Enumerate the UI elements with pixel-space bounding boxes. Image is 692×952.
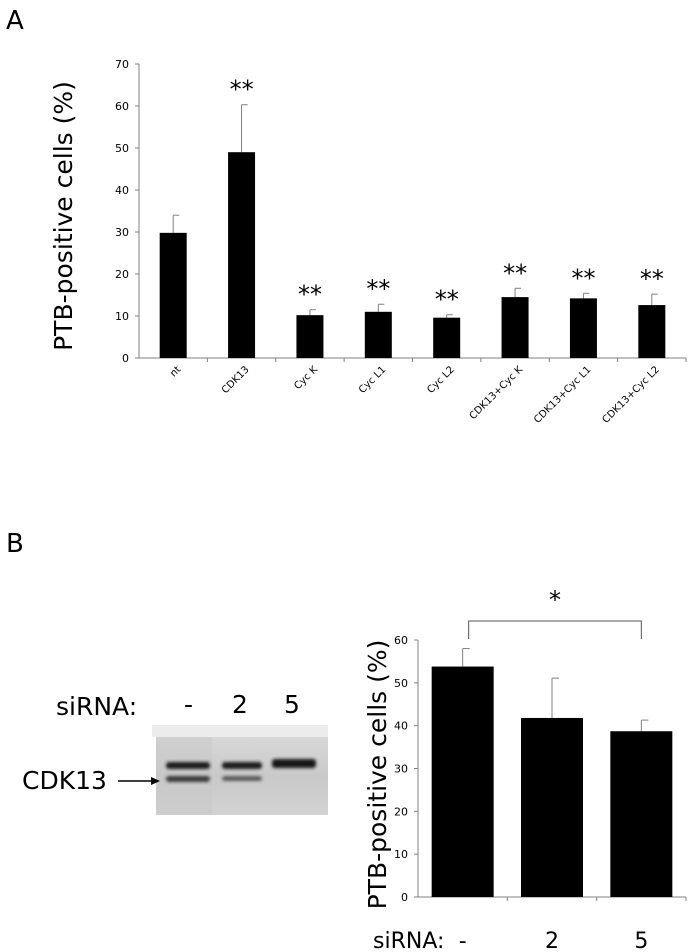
chart-a-significance-5: ** bbox=[503, 259, 527, 287]
chart-a-y-tick-label: 70 bbox=[115, 58, 129, 71]
chart-a-y-label: PTB-positive cells (%) bbox=[49, 81, 78, 351]
chart-b-bar-2 bbox=[610, 731, 673, 897]
panel-b-letter: B bbox=[6, 529, 24, 559]
chart-b-bar-1 bbox=[521, 717, 583, 897]
chart-a-bar-0 bbox=[159, 232, 187, 358]
chart-a-significance-7: ** bbox=[640, 265, 664, 293]
chart-b-y-label: PTB-positive cells (%) bbox=[363, 640, 392, 910]
chart-b-significance-bracket bbox=[468, 620, 642, 639]
chart-a-significance-6: ** bbox=[571, 264, 595, 292]
chart-a-y-tick-label: 10 bbox=[115, 310, 129, 323]
chart-b-y-tick-label: 10 bbox=[394, 848, 408, 861]
blot-lane-label-2: 2 bbox=[232, 690, 248, 719]
chart-a-significance-4: ** bbox=[435, 286, 459, 314]
chart-b-y-tick-label: 40 bbox=[394, 720, 408, 733]
chart-a-bar-2 bbox=[296, 315, 324, 358]
chart-b-bar-0 bbox=[431, 666, 494, 897]
chart-a-significance-3: ** bbox=[366, 275, 390, 303]
chart-a-y-tick-label: 60 bbox=[115, 100, 129, 113]
chart-a-y-tick-label: 30 bbox=[115, 226, 129, 239]
chart-a-bar-5 bbox=[501, 297, 529, 358]
panel-a-letter: A bbox=[6, 6, 24, 36]
chart-a-y-tick-label: 20 bbox=[115, 268, 129, 281]
chart-b-y-tick-label: 30 bbox=[394, 763, 408, 776]
chart-a-bar-4 bbox=[433, 317, 461, 358]
chart-a-y-tick-label: 50 bbox=[115, 142, 129, 155]
chart-b-y-tick-label: 20 bbox=[394, 805, 408, 818]
chart-a-significance-1: ** bbox=[230, 76, 254, 104]
chart-b-y-tick-label: 50 bbox=[394, 677, 408, 690]
chart-a-y-tick-label: 0 bbox=[122, 352, 129, 365]
chart-a-bar-6 bbox=[569, 298, 597, 358]
chart-b-y-tick-label: 60 bbox=[394, 634, 408, 647]
blot-lane-label-3: 5 bbox=[284, 690, 300, 719]
chart-a-bar-3 bbox=[364, 311, 392, 358]
blot-lane-label-1: - bbox=[184, 690, 194, 719]
blot-sirna-label: siRNA: bbox=[56, 692, 138, 721]
chart-a-y-tick-label: 40 bbox=[115, 184, 129, 197]
chart-b-significance-label: * bbox=[549, 586, 561, 614]
chart-a-significance-2: ** bbox=[298, 281, 322, 309]
chart-b-x-tick-label: 2 bbox=[545, 929, 559, 952]
chart-b-x-tick-label: - bbox=[459, 929, 467, 952]
chart-b-y-tick-label: 0 bbox=[401, 891, 408, 904]
chart-b-category-prefix: siRNA: bbox=[373, 929, 444, 952]
chart-a-bar-1 bbox=[228, 152, 256, 358]
blot-protein-label: CDK13 bbox=[22, 766, 107, 795]
blot-arrowhead bbox=[151, 777, 160, 785]
chart-a-bar-7 bbox=[638, 305, 666, 358]
chart-b-x-tick-label: 5 bbox=[634, 929, 648, 952]
